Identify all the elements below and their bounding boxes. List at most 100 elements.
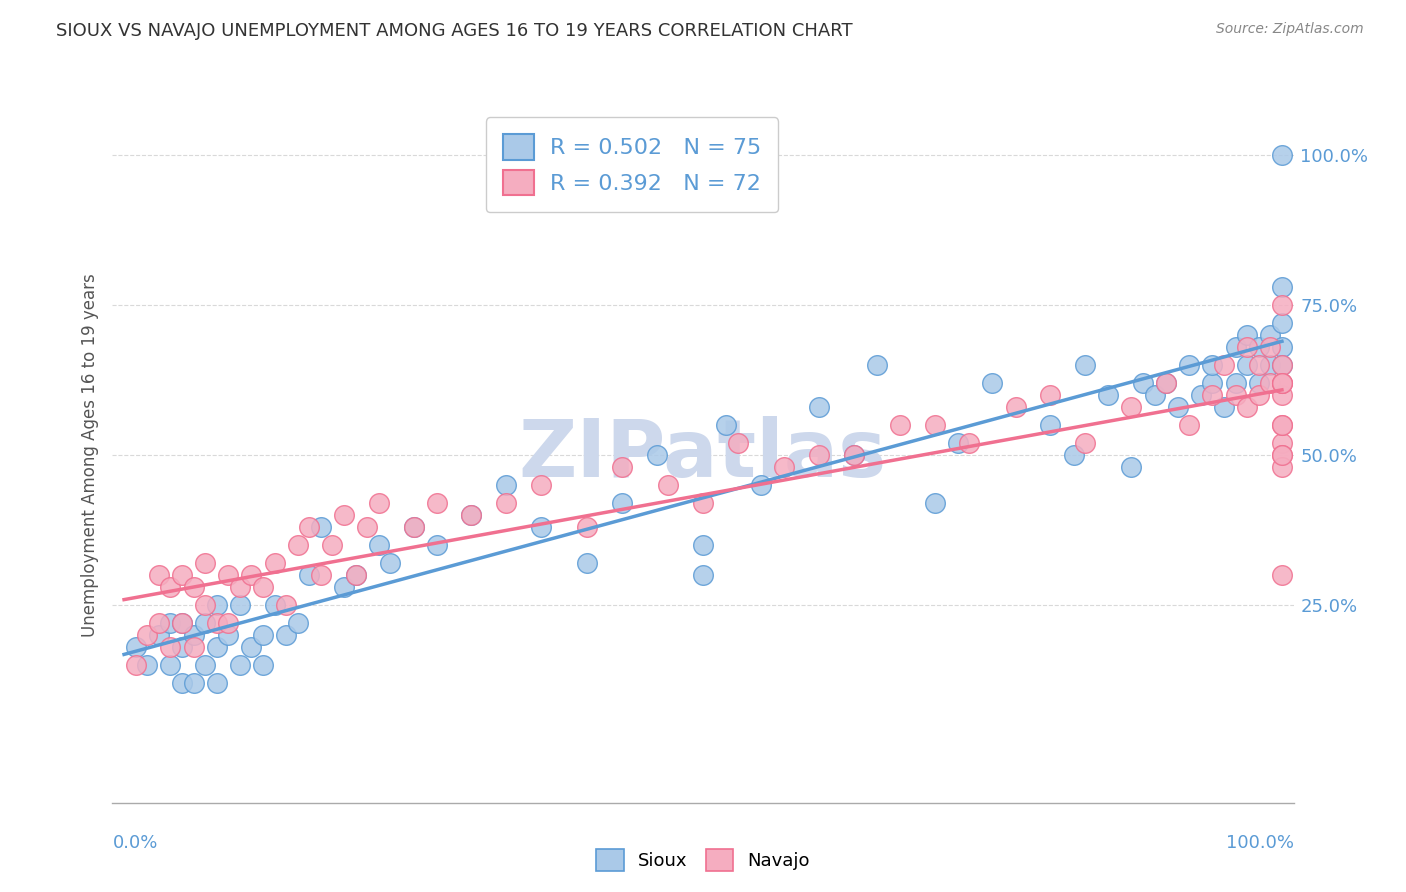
Point bbox=[426, 538, 449, 552]
Point bbox=[1271, 376, 1294, 390]
Point bbox=[183, 628, 205, 642]
Point bbox=[194, 598, 217, 612]
Point bbox=[946, 436, 969, 450]
Point bbox=[309, 567, 332, 582]
Text: 0.0%: 0.0% bbox=[112, 834, 157, 852]
Point bbox=[530, 520, 553, 534]
Point bbox=[1271, 436, 1294, 450]
Point bbox=[866, 358, 889, 372]
Point bbox=[205, 640, 228, 654]
Point bbox=[1201, 388, 1223, 402]
Point bbox=[333, 580, 356, 594]
Point bbox=[1271, 376, 1294, 390]
Point bbox=[692, 538, 714, 552]
Point bbox=[344, 567, 367, 582]
Point bbox=[321, 538, 343, 552]
Point bbox=[252, 657, 274, 672]
Point bbox=[333, 508, 356, 522]
Point bbox=[1247, 376, 1270, 390]
Point bbox=[1271, 358, 1294, 372]
Point bbox=[183, 676, 205, 690]
Point bbox=[194, 657, 217, 672]
Point bbox=[1247, 388, 1270, 402]
Point bbox=[426, 496, 449, 510]
Point bbox=[298, 567, 321, 582]
Point bbox=[749, 478, 772, 492]
Point bbox=[240, 640, 263, 654]
Legend: R = 0.502   N = 75, R = 0.392   N = 72: R = 0.502 N = 75, R = 0.392 N = 72 bbox=[486, 118, 779, 212]
Point bbox=[460, 508, 482, 522]
Point bbox=[1271, 376, 1294, 390]
Text: Source: ZipAtlas.com: Source: ZipAtlas.com bbox=[1216, 22, 1364, 37]
Point bbox=[1225, 340, 1247, 354]
Point bbox=[1178, 417, 1201, 432]
Point bbox=[1236, 400, 1258, 414]
Point bbox=[1132, 376, 1154, 390]
Point bbox=[657, 478, 679, 492]
Point bbox=[217, 567, 239, 582]
Legend: Sioux, Navajo: Sioux, Navajo bbox=[589, 842, 817, 879]
Y-axis label: Unemployment Among Ages 16 to 19 years: Unemployment Among Ages 16 to 19 years bbox=[80, 273, 98, 637]
Point bbox=[1271, 459, 1294, 474]
Point bbox=[194, 615, 217, 630]
Point bbox=[1167, 400, 1189, 414]
Point bbox=[1271, 316, 1294, 330]
Point bbox=[1178, 358, 1201, 372]
Point bbox=[170, 676, 193, 690]
Point bbox=[1271, 358, 1294, 372]
Point bbox=[1247, 340, 1270, 354]
Point bbox=[1260, 358, 1282, 372]
Point bbox=[205, 676, 228, 690]
Point bbox=[727, 436, 749, 450]
Point bbox=[217, 628, 239, 642]
Point bbox=[183, 580, 205, 594]
Point bbox=[402, 520, 425, 534]
Point bbox=[645, 448, 668, 462]
Point bbox=[124, 657, 146, 672]
Point bbox=[298, 520, 321, 534]
Point bbox=[807, 448, 830, 462]
Point bbox=[309, 520, 332, 534]
Point bbox=[148, 567, 170, 582]
Point bbox=[1271, 388, 1294, 402]
Point bbox=[610, 459, 633, 474]
Point bbox=[263, 598, 285, 612]
Point bbox=[205, 598, 228, 612]
Point bbox=[1121, 400, 1143, 414]
Text: 100.0%: 100.0% bbox=[1226, 834, 1294, 852]
Point bbox=[217, 615, 239, 630]
Point bbox=[276, 628, 298, 642]
Point bbox=[1213, 358, 1236, 372]
Point bbox=[276, 598, 298, 612]
Point bbox=[229, 580, 252, 594]
Point bbox=[1271, 298, 1294, 312]
Point bbox=[170, 640, 193, 654]
Point bbox=[842, 448, 865, 462]
Point bbox=[957, 436, 980, 450]
Point bbox=[159, 657, 181, 672]
Text: SIOUX VS NAVAJO UNEMPLOYMENT AMONG AGES 16 TO 19 YEARS CORRELATION CHART: SIOUX VS NAVAJO UNEMPLOYMENT AMONG AGES … bbox=[56, 22, 853, 40]
Point bbox=[773, 459, 796, 474]
Point bbox=[1260, 376, 1282, 390]
Point bbox=[1039, 417, 1062, 432]
Point bbox=[124, 640, 146, 654]
Point bbox=[240, 567, 263, 582]
Point bbox=[148, 615, 170, 630]
Point bbox=[148, 628, 170, 642]
Point bbox=[229, 657, 252, 672]
Point bbox=[402, 520, 425, 534]
Point bbox=[924, 496, 946, 510]
Point bbox=[981, 376, 1004, 390]
Point bbox=[460, 508, 482, 522]
Point bbox=[1260, 328, 1282, 343]
Point bbox=[170, 615, 193, 630]
Point bbox=[495, 478, 517, 492]
Point bbox=[183, 640, 205, 654]
Point bbox=[610, 496, 633, 510]
Point bbox=[252, 628, 274, 642]
Point bbox=[205, 615, 228, 630]
Point bbox=[287, 615, 309, 630]
Point bbox=[714, 417, 737, 432]
Point bbox=[194, 556, 217, 570]
Point bbox=[367, 496, 389, 510]
